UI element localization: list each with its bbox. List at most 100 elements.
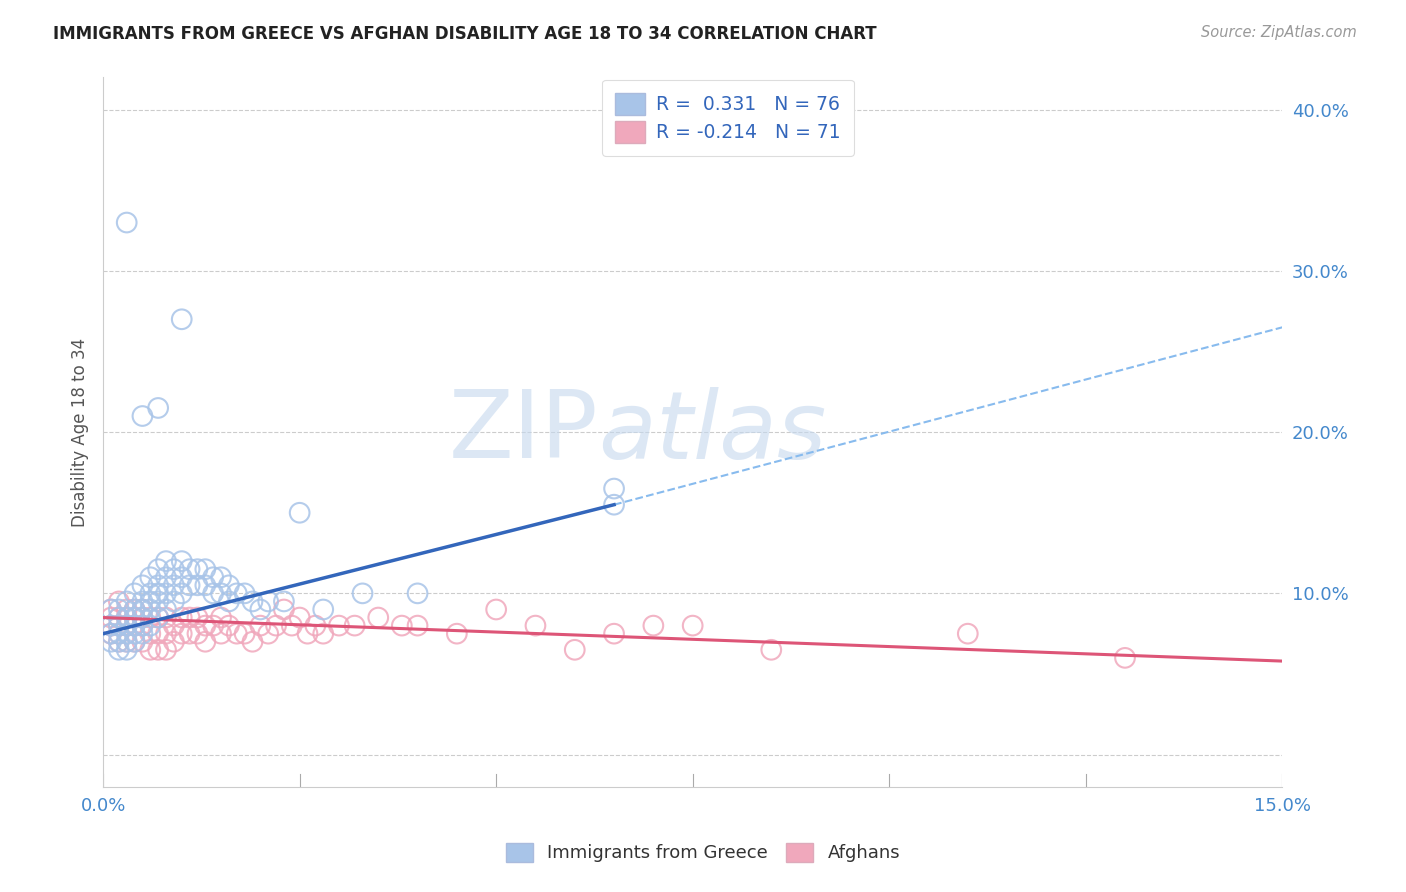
Point (155, 610, 177, 624)
Point (115, 610, 138, 624)
Point (146, 610, 169, 624)
Point (328, 618, 350, 632)
Point (242, 594, 264, 608)
Point (343, 618, 366, 632)
Point (115, 618, 138, 632)
Point (242, 634, 264, 648)
Point (209, 570, 232, 584)
Text: Source: ZipAtlas.com: Source: ZipAtlas.com (1201, 25, 1357, 40)
Point (1114, 651, 1136, 665)
Point (643, 618, 665, 632)
Point (146, 610, 169, 624)
Point (139, 570, 162, 584)
Point (100, 618, 122, 632)
Legend: Immigrants from Greece, Afghans: Immigrants from Greece, Afghans (499, 836, 907, 870)
Point (100, 610, 122, 624)
Point (170, 586, 193, 600)
Point (406, 618, 429, 632)
Point (273, 594, 295, 608)
Point (131, 594, 153, 608)
Point (564, 642, 586, 657)
Point (131, 610, 153, 624)
Point (108, 618, 131, 632)
Point (163, 634, 186, 648)
Point (170, 626, 193, 640)
Point (218, 578, 240, 592)
Point (249, 602, 271, 616)
Point (155, 642, 177, 657)
Point (249, 618, 271, 632)
Point (124, 610, 146, 624)
Point (108, 618, 131, 632)
Point (485, 602, 508, 616)
Point (233, 626, 256, 640)
Point (124, 586, 146, 600)
Point (155, 586, 177, 600)
Point (124, 634, 146, 648)
Point (194, 578, 217, 592)
Point (406, 586, 429, 600)
Point (225, 586, 247, 600)
Point (304, 618, 326, 632)
Point (100, 626, 122, 640)
Point (139, 610, 162, 624)
Point (257, 594, 280, 608)
Point (186, 626, 208, 640)
Point (131, 409, 153, 423)
Point (100, 634, 122, 648)
Point (124, 618, 146, 632)
Point (115, 618, 138, 632)
Point (312, 626, 335, 640)
Point (124, 610, 146, 624)
Y-axis label: Disability Age 18 to 34: Disability Age 18 to 34 (72, 337, 89, 526)
Point (155, 626, 177, 640)
Point (288, 506, 311, 520)
Point (131, 618, 153, 632)
Point (124, 618, 146, 632)
Point (100, 602, 122, 616)
Point (100, 602, 122, 616)
Point (179, 578, 201, 592)
Text: atlas: atlas (599, 386, 827, 477)
Point (233, 586, 256, 600)
Point (131, 626, 153, 640)
Point (146, 626, 169, 640)
Point (146, 642, 169, 657)
Point (209, 586, 232, 600)
Point (603, 482, 626, 496)
Point (202, 570, 225, 584)
Point (225, 626, 247, 640)
Point (139, 642, 162, 657)
Point (124, 602, 146, 616)
Point (155, 570, 177, 584)
Point (146, 401, 169, 415)
Point (139, 626, 162, 640)
Point (186, 562, 208, 576)
Point (163, 618, 186, 632)
Point (524, 618, 547, 632)
Point (209, 626, 232, 640)
Point (218, 618, 240, 632)
Point (131, 634, 153, 648)
Point (108, 626, 131, 640)
Point (257, 626, 280, 640)
Point (115, 626, 138, 640)
Point (202, 586, 225, 600)
Point (264, 618, 287, 632)
Point (312, 602, 335, 616)
Point (163, 594, 186, 608)
Point (115, 610, 138, 624)
Point (139, 602, 162, 616)
Point (131, 602, 153, 616)
Point (115, 634, 138, 648)
Point (202, 618, 225, 632)
Point (131, 578, 153, 592)
Point (367, 610, 389, 624)
Point (186, 578, 208, 592)
Point (446, 626, 468, 640)
Point (194, 562, 217, 576)
Point (281, 618, 304, 632)
Point (170, 610, 193, 624)
Point (155, 554, 177, 568)
Point (179, 562, 201, 576)
